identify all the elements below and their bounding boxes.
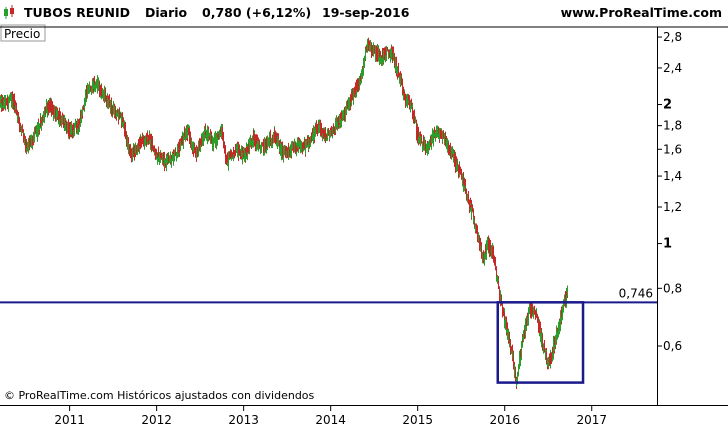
y-tick-label: 1,4 bbox=[663, 169, 682, 183]
y-tick-label: 1,8 bbox=[663, 119, 682, 133]
y-axis: 2,8 2,4 2 1,8 1,6 1,4 1,2 1 0,8 0,6 bbox=[657, 30, 682, 353]
y-tick-label: 1,6 bbox=[663, 142, 682, 156]
support-level-label: 0,746 bbox=[619, 286, 653, 300]
symbol-name: TUBOS REUNID bbox=[24, 5, 130, 20]
x-tick-label: 2012 bbox=[141, 413, 172, 427]
x-tick-label: 2011 bbox=[54, 413, 85, 427]
y-tick-label: 2,4 bbox=[663, 61, 682, 75]
panel-label-box bbox=[0, 24, 46, 42]
y-tick-label: 1 bbox=[663, 237, 672, 252]
x-tick-label: 2013 bbox=[228, 413, 259, 427]
y-tick-label: 2,8 bbox=[663, 30, 682, 44]
footer-note: © ProRealTime.com Históricos ajustados c… bbox=[4, 389, 315, 402]
overlays-group: 0,746 bbox=[0, 286, 657, 384]
quote-value: 0,780 (+6,12%) bbox=[202, 5, 311, 20]
candles-group bbox=[0, 37, 568, 389]
x-tick-label: 2014 bbox=[315, 413, 346, 427]
site-url: www.ProRealTime.com bbox=[561, 5, 722, 20]
highlight-box bbox=[496, 301, 585, 384]
period-label: Diario bbox=[145, 5, 188, 20]
candlestick-icon bbox=[4, 5, 14, 19]
x-axis: 2011 2012 2013 2014 2015 2016 2017 bbox=[54, 405, 607, 427]
y-tick-label: 0,6 bbox=[663, 339, 682, 353]
y-tick-label: 0,8 bbox=[663, 281, 682, 295]
x-tick-label: 2015 bbox=[402, 413, 433, 427]
x-tick-label: 2016 bbox=[489, 413, 520, 427]
y-tick-label: 1,2 bbox=[663, 200, 682, 214]
panel-label: Precio bbox=[4, 27, 40, 41]
quote-date: 19-sep-2016 bbox=[322, 5, 410, 20]
chart-header: TUBOS REUNID Diario 0,780 (+6,12%) 19-se… bbox=[4, 5, 722, 20]
y-tick-label: 2 bbox=[663, 98, 672, 113]
x-tick-label: 2017 bbox=[576, 413, 607, 427]
